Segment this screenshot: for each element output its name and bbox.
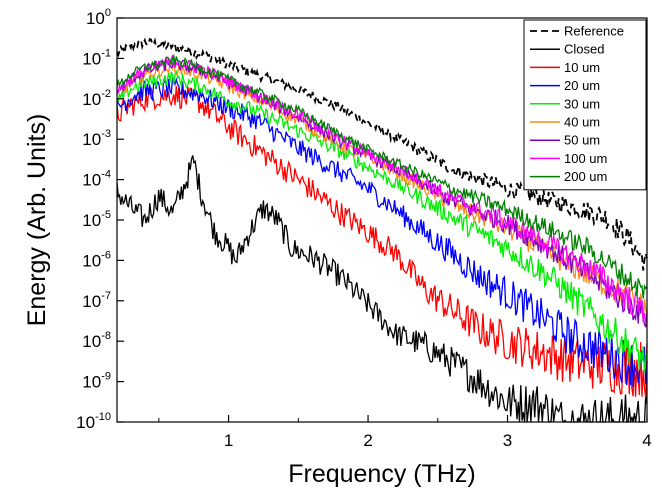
y-tick-label: 10-5 <box>82 209 111 230</box>
x-tick-label: 1 <box>224 431 233 450</box>
legend-label: 100 um <box>564 151 607 166</box>
y-tick-label: 10-2 <box>82 88 111 109</box>
y-tick-label: 10-3 <box>82 128 111 149</box>
y-tick-label: 10-8 <box>82 330 111 351</box>
y-tick-label: 10-4 <box>82 169 111 190</box>
x-axis-title: Frequency (THz) <box>288 460 476 488</box>
y-tick-label: 10-6 <box>82 249 111 270</box>
legend: Reference Closed 10 um 20 um 30 um 40 um 50 um… <box>524 20 646 190</box>
legend-label: 20 um <box>564 78 600 93</box>
legend-label: Reference <box>564 24 624 39</box>
x-tick-label: 2 <box>363 431 372 450</box>
legend-label: 10 um <box>564 60 600 75</box>
y-tick-label: 10-10 <box>76 411 111 432</box>
x-tick-label: 4 <box>642 431 651 450</box>
legend-label: 200 um <box>564 169 607 184</box>
y-tick-label: 10-1 <box>82 47 111 68</box>
legend-label: Closed <box>564 42 604 57</box>
legend-label: 50 um <box>564 133 600 148</box>
y-tick-label: 10-9 <box>82 371 111 392</box>
y-axis-title: Energy (Arb. Units) <box>23 114 51 327</box>
y-tick-label: 10-7 <box>82 290 111 311</box>
legend-label: 30 um <box>564 96 600 111</box>
y-tick-label: 100 <box>86 7 111 28</box>
x-tick-label: 3 <box>503 431 512 450</box>
legend-label: 40 um <box>564 115 600 130</box>
